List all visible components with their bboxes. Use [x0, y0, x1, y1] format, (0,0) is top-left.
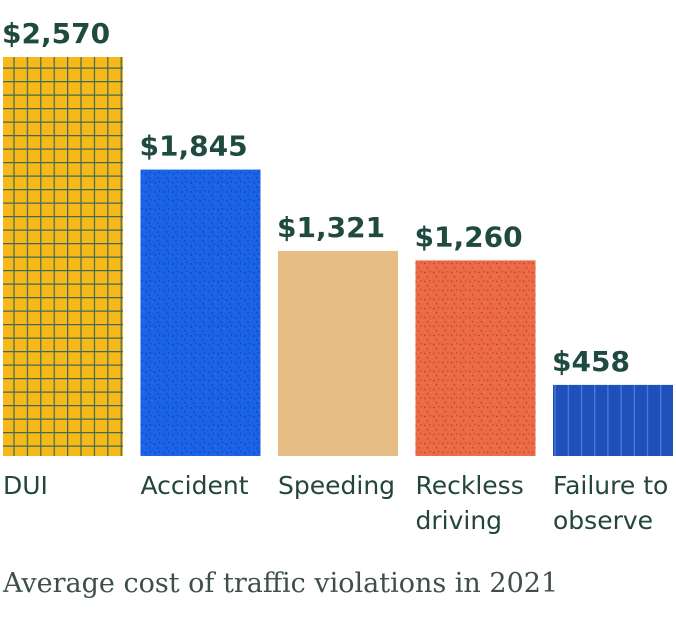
bar-accident [140, 169, 261, 457]
value-label-failure-to-observe: $458 [552, 345, 630, 378]
bar-failure-to-observe [553, 384, 673, 456]
value-label-speeding: $1,321 [277, 211, 385, 244]
category-label-dui: DUI [3, 471, 48, 500]
category-label-accident: Accident [141, 471, 249, 500]
category-label-failure-to-observe-line2: observe [553, 506, 653, 535]
value-label-dui: $2,570 [2, 17, 110, 50]
category-label-speeding: Speeding [278, 471, 395, 500]
category-label-failure-to-observe: Failure to [553, 471, 668, 500]
value-label-accident: $1,845 [140, 130, 248, 163]
value-label-reckless-driving: $1,260 [415, 220, 523, 253]
category-label-reckless-driving: Reckless [416, 471, 524, 500]
bar-chart: $2,570 $1,845 $1,321 $1,260 $458 DUI Accident… [2, 17, 673, 535]
bar-speeding [278, 250, 398, 456]
chart-title: Average cost of traffic violations in 20… [3, 568, 559, 599]
bar-dui [3, 57, 123, 456]
bar-reckless-driving [415, 260, 536, 456]
category-label-reckless-driving-line2: driving [416, 506, 503, 535]
